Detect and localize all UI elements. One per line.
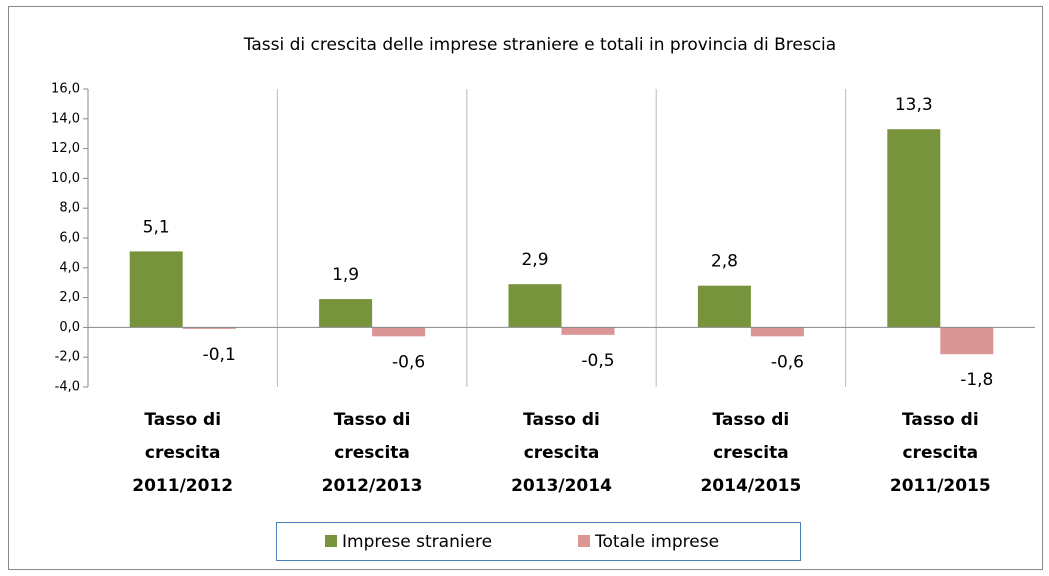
- y-tick-label: 2,0: [59, 290, 80, 305]
- y-tick-label: 14,0: [51, 111, 80, 126]
- y-tick-label: 12,0: [51, 141, 80, 156]
- value-label: -1,8: [960, 370, 993, 390]
- y-tick-label: -4,0: [55, 380, 80, 395]
- y-tick-label: 4,0: [59, 260, 80, 275]
- bar: [940, 327, 994, 355]
- x-tick-label: crescita: [334, 443, 410, 463]
- bar: [887, 129, 941, 328]
- value-label: 2,9: [521, 250, 548, 270]
- bar: [319, 299, 373, 328]
- value-label: 2,8: [711, 252, 738, 272]
- bar: [508, 284, 562, 328]
- x-tick-label: 2012/2013: [322, 476, 423, 496]
- bar: [129, 251, 183, 328]
- x-tick-label: crescita: [902, 443, 978, 463]
- bar: [750, 327, 804, 337]
- value-label: -0,1: [203, 345, 236, 365]
- x-tick-label: 2013/2014: [511, 476, 612, 496]
- y-tick-label: 0,0: [59, 320, 80, 335]
- x-tick-label: Tasso di: [523, 410, 600, 430]
- chart-title: Tassi di crescita delle imprese stranier…: [243, 35, 836, 55]
- x-tick-label: Tasso di: [713, 410, 790, 430]
- value-label: -0,6: [771, 352, 804, 372]
- x-tick-label: Tasso di: [144, 410, 221, 430]
- value-label: -0,6: [392, 352, 425, 372]
- x-tick-label: crescita: [145, 443, 221, 463]
- x-tick-label: Tasso di: [334, 410, 411, 430]
- y-tick-label: 6,0: [59, 231, 80, 246]
- y-tick-label: 10,0: [51, 171, 80, 186]
- bar: [182, 327, 236, 329]
- y-tick-label: -2,0: [55, 350, 80, 365]
- x-tick-label: crescita: [524, 443, 600, 463]
- x-tick-label: 2014/2015: [700, 476, 801, 496]
- legend-label: Imprese straniere: [342, 532, 492, 552]
- legend-swatch: [578, 535, 590, 547]
- legend-label: Totale imprese: [594, 532, 719, 552]
- value-label: 5,1: [143, 217, 170, 237]
- value-label: 1,9: [332, 265, 359, 285]
- value-label: -0,5: [581, 351, 614, 371]
- x-tick-label: crescita: [713, 443, 789, 463]
- y-tick-label: 8,0: [59, 201, 80, 216]
- y-tick-label: 16,0: [51, 82, 80, 97]
- bar: [697, 285, 751, 328]
- bar: [561, 327, 615, 335]
- x-tick-label: 2011/2015: [890, 476, 991, 496]
- x-tick-label: 2011/2012: [132, 476, 233, 496]
- legend-swatch: [325, 535, 337, 547]
- bar: [372, 327, 426, 337]
- value-label: 13,3: [895, 95, 933, 115]
- legend-box: [276, 522, 801, 561]
- x-tick-label: Tasso di: [902, 410, 979, 430]
